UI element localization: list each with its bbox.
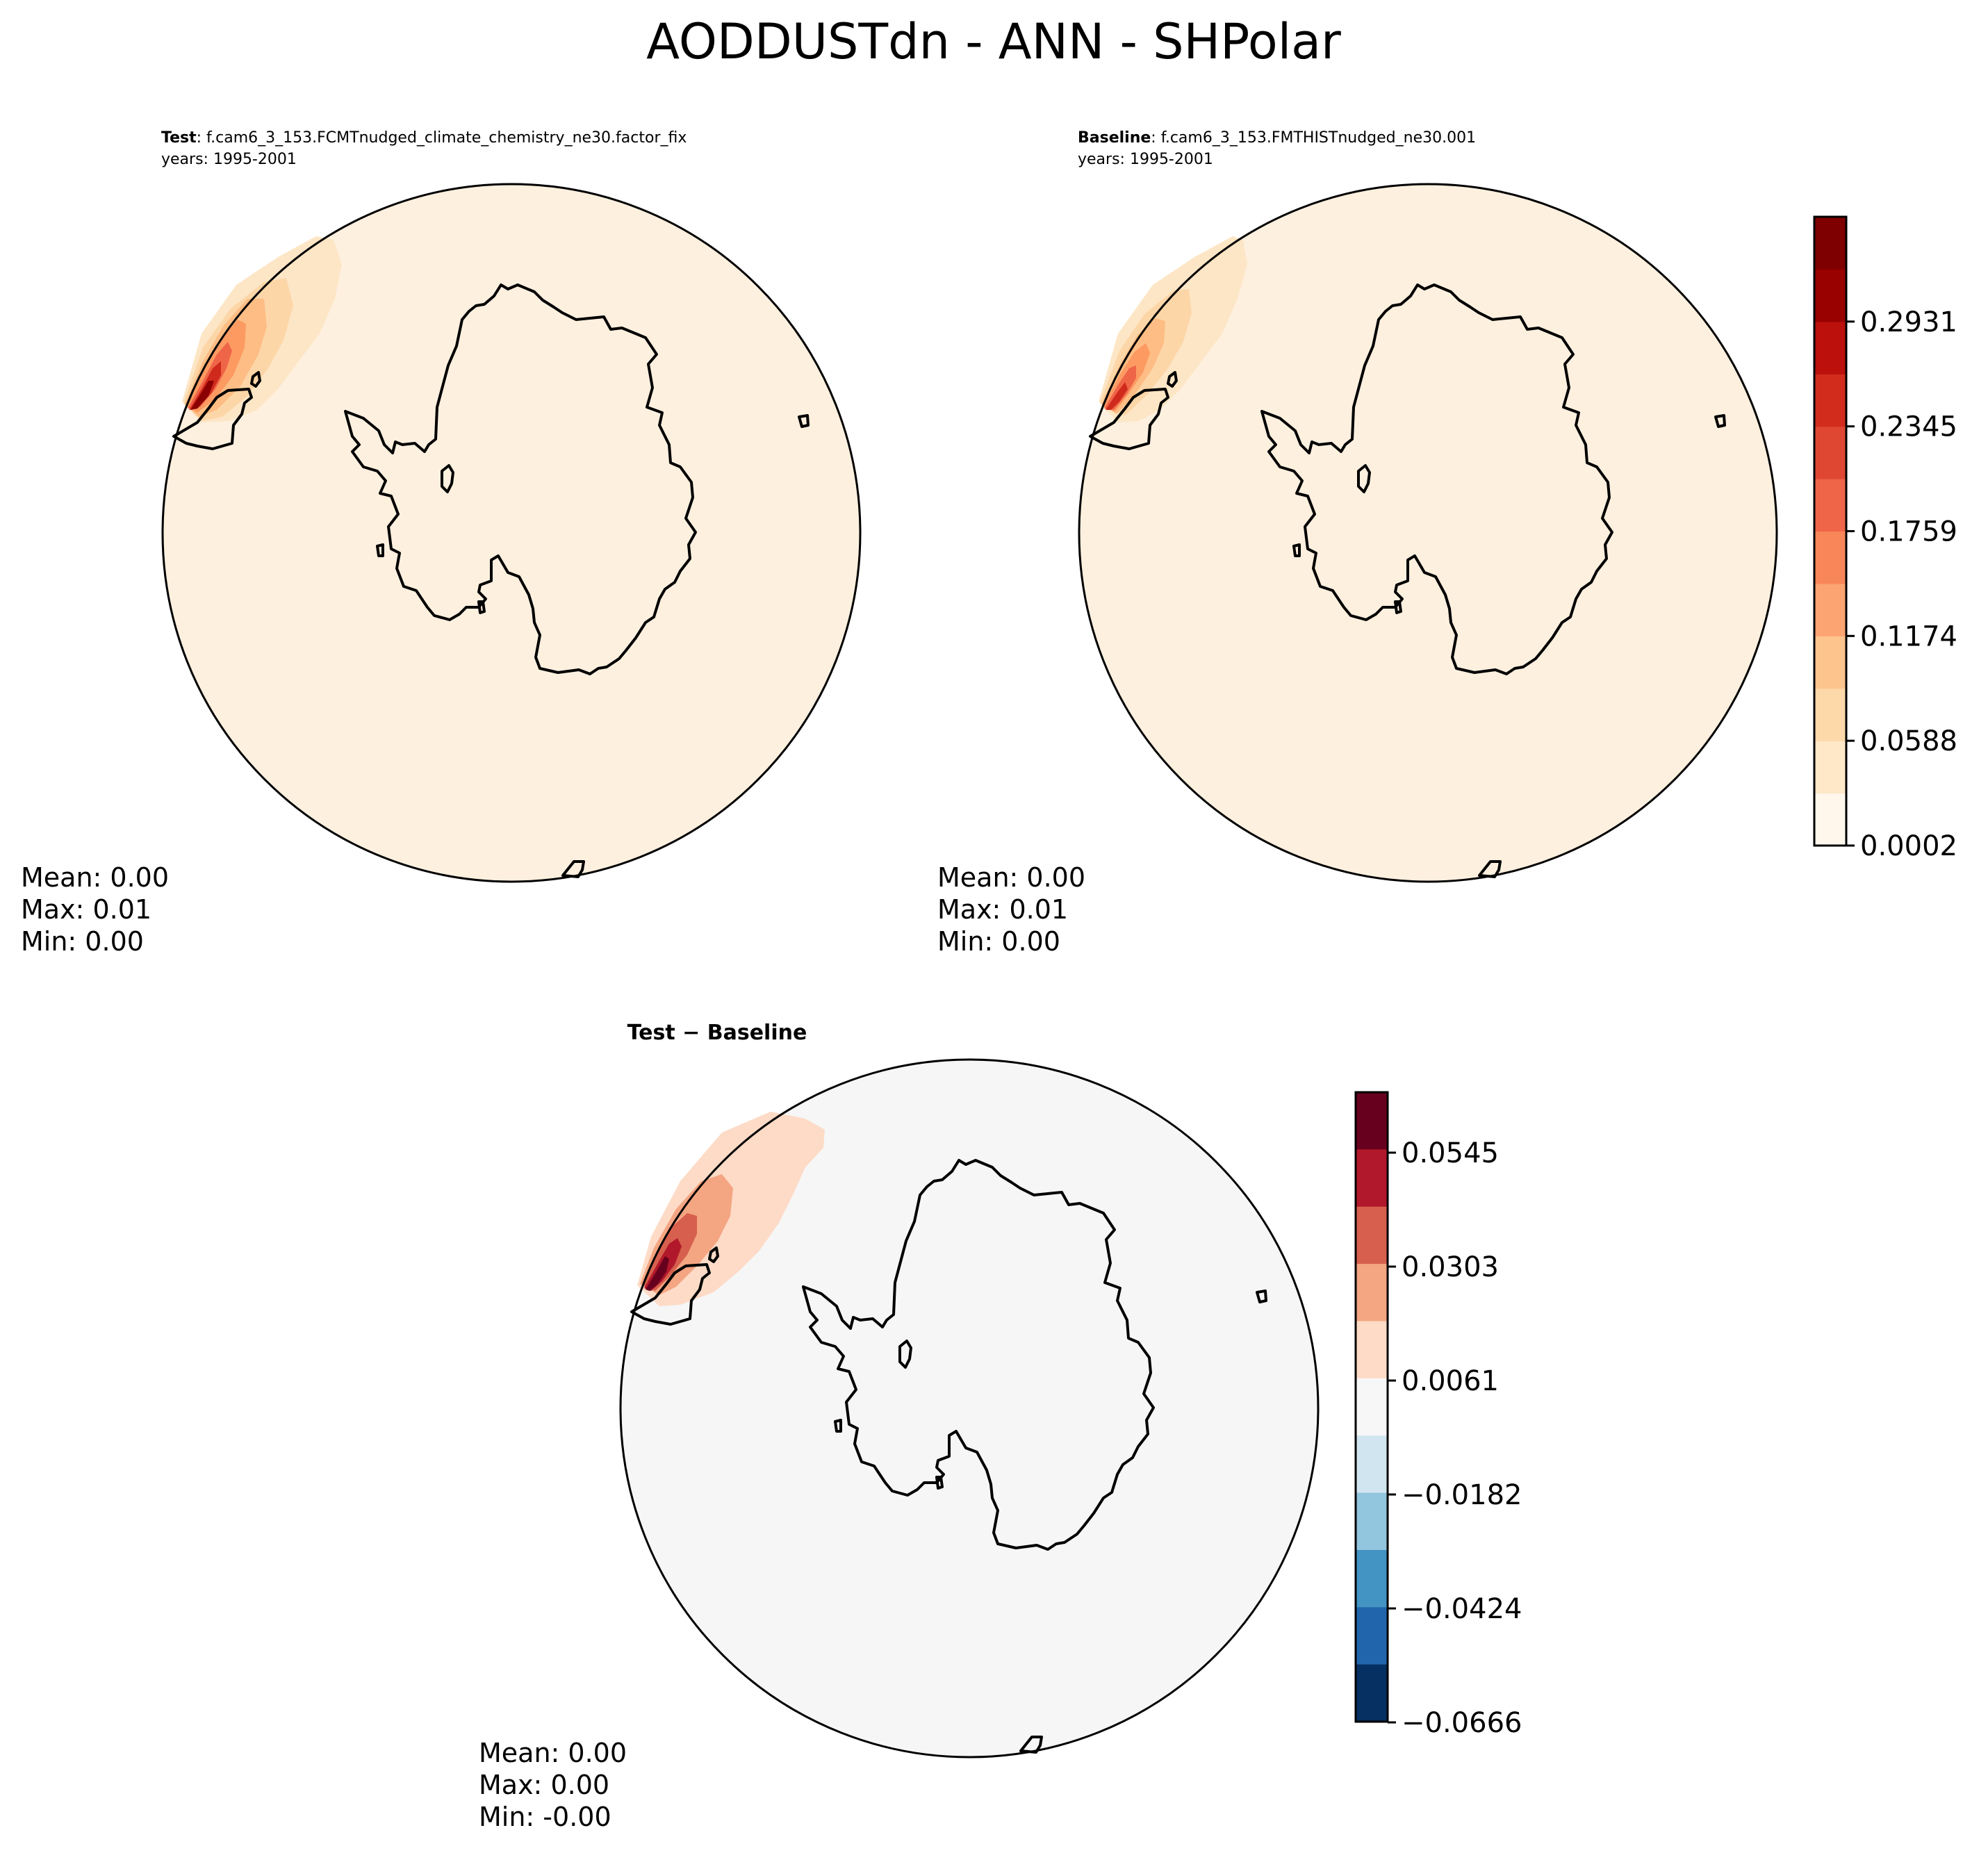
colorbar-swatch (1356, 1664, 1388, 1722)
test-label: Test (161, 129, 197, 147)
colorbar-swatch (1356, 1149, 1388, 1208)
colorbar-tick-label: 0.1174 (1860, 620, 1957, 652)
test-case-name: : f.cam6_3_153.FCMTnudged_climate_chemis… (197, 129, 687, 147)
colorbar-swatch (1356, 1607, 1388, 1665)
colorbar-tick-label: 0.0061 (1402, 1365, 1499, 1397)
baseline-map (1078, 183, 1778, 883)
colorbar-tick-label: 0.0545 (1402, 1137, 1499, 1169)
test-case-title: Test: f.cam6_3_153.FCMTnudged_climate_ch… (161, 129, 687, 147)
colorbar-swatch (1356, 1264, 1388, 1322)
test-map-background (163, 184, 860, 882)
test-min-stat: Min: 0.00 (21, 926, 144, 957)
colorbar-tick-label: 0.2345 (1860, 411, 1957, 443)
colorbar-swatch (1814, 321, 1846, 374)
baseline-years: years: 1995-2001 (1078, 151, 1213, 168)
colorbar-swatch (1814, 269, 1846, 322)
test-map (161, 183, 862, 883)
colorbar-tick-label: 0.0002 (1860, 830, 1957, 862)
baseline-panel: Baseline: f.cam6_3_153.FMTHISTnudged_ne3… (937, 129, 1778, 957)
baseline-mean-stat: Mean: 0.00 (937, 862, 1085, 893)
difference-panel: Test − Baseline Mean: 0.00 (479, 1021, 1320, 1832)
test-dust-plume (182, 236, 342, 422)
baseline-contour-level-6 (1106, 382, 1128, 410)
colorbar-swatch (1356, 1092, 1388, 1150)
colorbar-swatch (1356, 1549, 1388, 1608)
colorbar-swatch (1814, 793, 1846, 846)
test-contour-level-6 (189, 361, 221, 410)
test-max-stat: Max: 0.01 (21, 894, 151, 925)
colorbar-swatch (1356, 1206, 1388, 1265)
difference-mean-stat: Mean: 0.00 (479, 1738, 627, 1768)
colorbar-frame (1354, 1091, 1389, 1723)
colorbar-swatch (1814, 531, 1846, 584)
colorbar-tick-label: −0.0182 (1402, 1479, 1522, 1511)
baseline-dust-plume (1099, 236, 1247, 422)
colorbar-swatch (1814, 426, 1846, 479)
colorbar-swatch (1814, 374, 1846, 427)
colorbar-swatch (1814, 583, 1846, 636)
colorbar-swatch (1356, 1378, 1388, 1436)
colorbar-tick-label: −0.0666 (1402, 1707, 1522, 1739)
colorbar-tick-label: 0.0588 (1860, 725, 1957, 757)
colorbar-tick-label: 0.0303 (1402, 1251, 1499, 1283)
difference-map (619, 1058, 1320, 1759)
absolute-colorbar: 0.0002 0.0588 0.1174 0.1759 0.2345 0.2931 (1813, 215, 1957, 862)
colorbar-swatch (1814, 479, 1846, 532)
difference-min-stat: Min: -0.00 (479, 1802, 611, 1832)
colorbar-tick-label: 0.2931 (1860, 306, 1957, 338)
difference-colorbar: 0.0545 0.0303 0.0061 −0.0182 −0.0424 −0.0666 (1354, 1091, 1522, 1739)
colorbar-swatch (1814, 636, 1846, 689)
baseline-case-name: : f.cam6_3_153.FMTHISTnudged_ne30.001 (1151, 129, 1476, 147)
test-panel: Test: f.cam6_3_153.FCMTnudged_climate_ch… (21, 129, 862, 957)
difference-contour-level-5 (646, 1256, 669, 1291)
colorbar-swatch (1814, 217, 1846, 270)
colorbar-tick-label: −0.0424 (1402, 1593, 1522, 1625)
colorbar-swatch (1356, 1435, 1388, 1494)
colorbar-tick-label: 0.1759 (1860, 516, 1957, 548)
difference-title: Test − Baseline (627, 1021, 807, 1045)
test-years: years: 1995-2001 (161, 151, 297, 168)
baseline-max-stat: Max: 0.01 (937, 894, 1068, 925)
baseline-map-boundary (1078, 183, 1778, 883)
colorbar-swatch (1814, 741, 1846, 794)
colorbar-swatch (1356, 1321, 1388, 1379)
baseline-label: Baseline (1078, 129, 1151, 147)
difference-map-boundary (619, 1058, 1320, 1759)
baseline-case-title: Baseline: f.cam6_3_153.FMTHISTnudged_ne3… (1078, 129, 1476, 147)
baseline-min-stat: Min: 0.00 (937, 926, 1060, 957)
baseline-map-background (1079, 184, 1777, 882)
colorbar-swatch (1356, 1492, 1388, 1551)
test-mean-stat: Mean: 0.00 (21, 862, 169, 893)
difference-map-background (621, 1060, 1318, 1757)
test-contour-level-7 (190, 381, 214, 410)
test-map-boundary (161, 183, 862, 883)
colorbar-swatch (1814, 688, 1846, 741)
difference-dust-plume (637, 1112, 825, 1306)
difference-max-stat: Max: 0.00 (479, 1770, 609, 1800)
baseline-contour-level-5 (1104, 365, 1136, 410)
figure-title: AODDUSTdn - ANN - SHPolar (646, 13, 1341, 70)
